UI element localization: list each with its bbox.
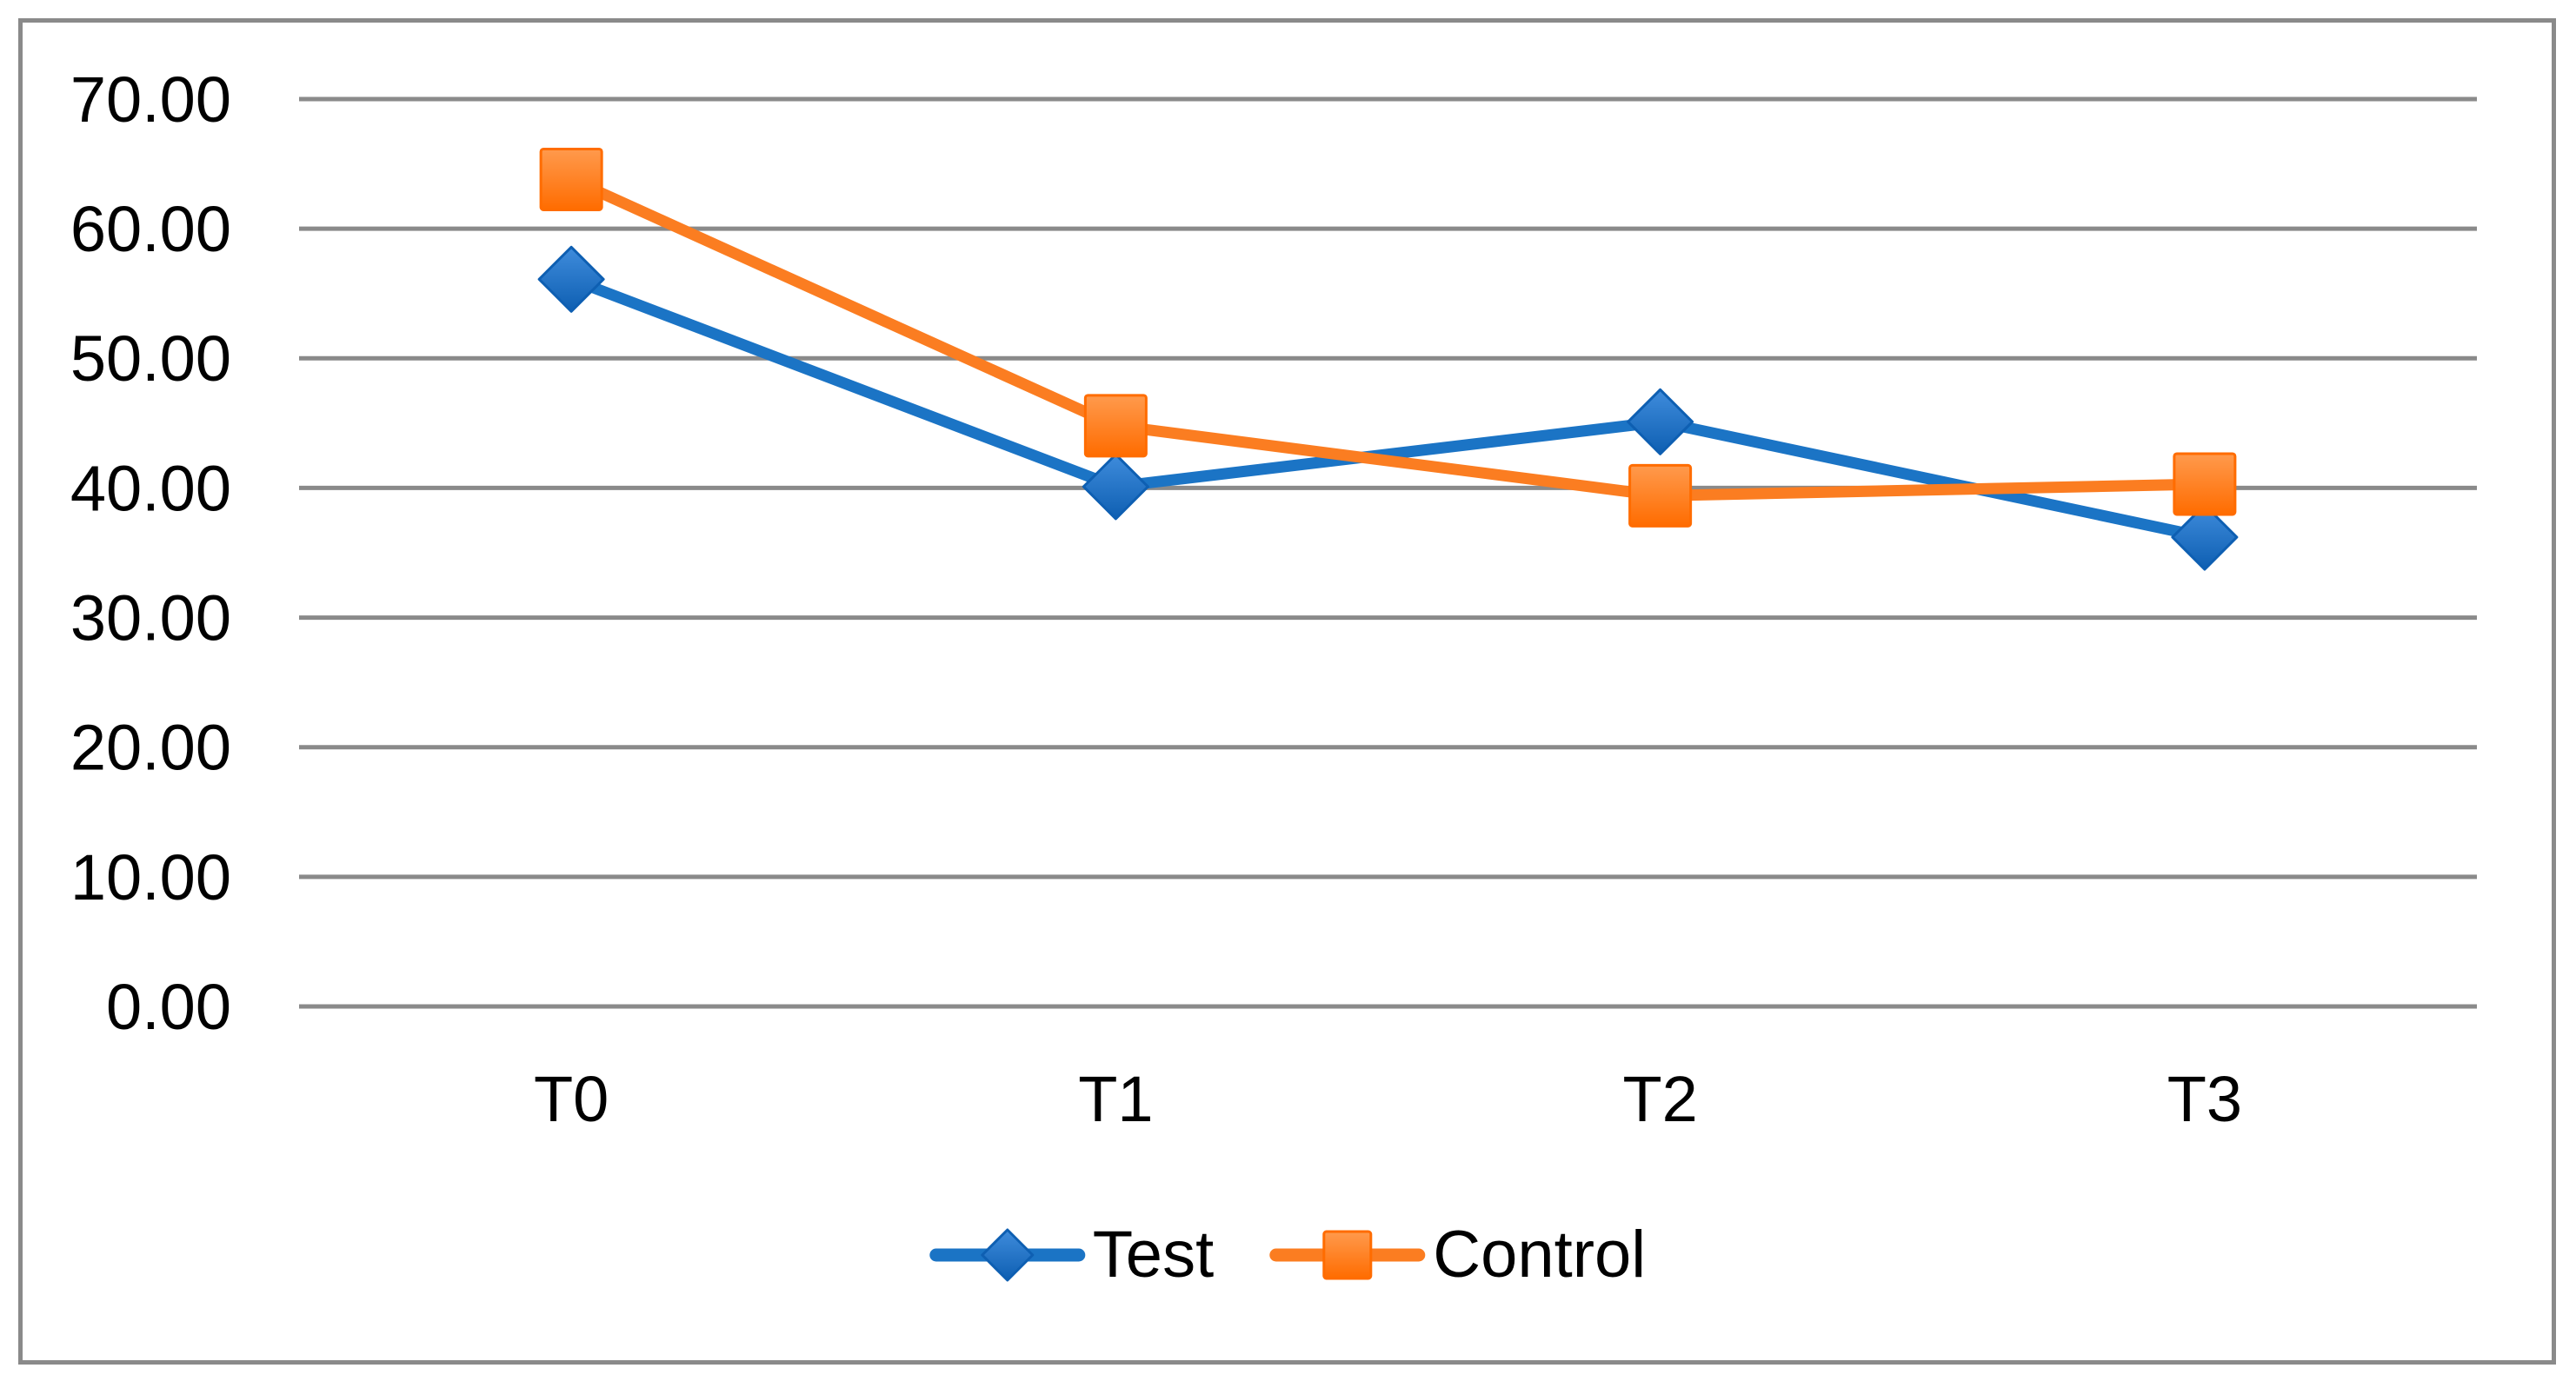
series-control [539,147,2237,528]
y-axis-tick-label: 40.00 [70,452,231,524]
x-axis-tick-label: T1 [1078,1063,1153,1135]
data-point-marker-diamond [537,245,605,313]
chart-border [18,18,2556,1365]
data-point-marker-diamond [1627,388,1694,455]
data-point-marker-diamond [1082,453,1149,521]
y-axis-tick-label: 10.00 [70,841,231,913]
x-axis-tick-label: T0 [534,1063,609,1135]
y-axis-tick-label: 30.00 [70,581,231,654]
data-point-marker-square [1322,1230,1373,1280]
x-axis-tick-label: T2 [1622,1063,1697,1135]
series-line-control [565,173,2211,501]
data-point-marker-square [1083,394,1148,458]
data-point-marker-square [539,147,603,211]
legend-item-test: Test [929,1222,1214,1288]
legend-label-control: Control [1433,1218,1647,1292]
legend-sample-control-icon [1269,1230,1426,1280]
series-test [537,245,2239,571]
series-line-test [565,273,2211,543]
legend-label-test: Test [1092,1218,1215,1292]
y-axis-tick-label: 50.00 [70,322,231,395]
legend: Test Control [929,1222,1646,1288]
y-axis-tick-label: 60.00 [70,193,231,265]
data-point-marker-diamond [2171,503,2239,571]
data-point-marker-square [2173,452,2237,516]
x-axis-tick-label: T3 [2167,1063,2242,1135]
y-axis-tick-label: 70.00 [70,63,231,136]
data-point-marker-square [1628,463,1693,528]
y-axis-tick-label: 20.00 [70,712,231,784]
y-axis-tick-label: 0.00 [106,971,231,1043]
legend-item-control: Control [1269,1222,1646,1288]
legend-sample-test-icon [929,1228,1086,1282]
data-point-marker-diamond [981,1228,1035,1282]
